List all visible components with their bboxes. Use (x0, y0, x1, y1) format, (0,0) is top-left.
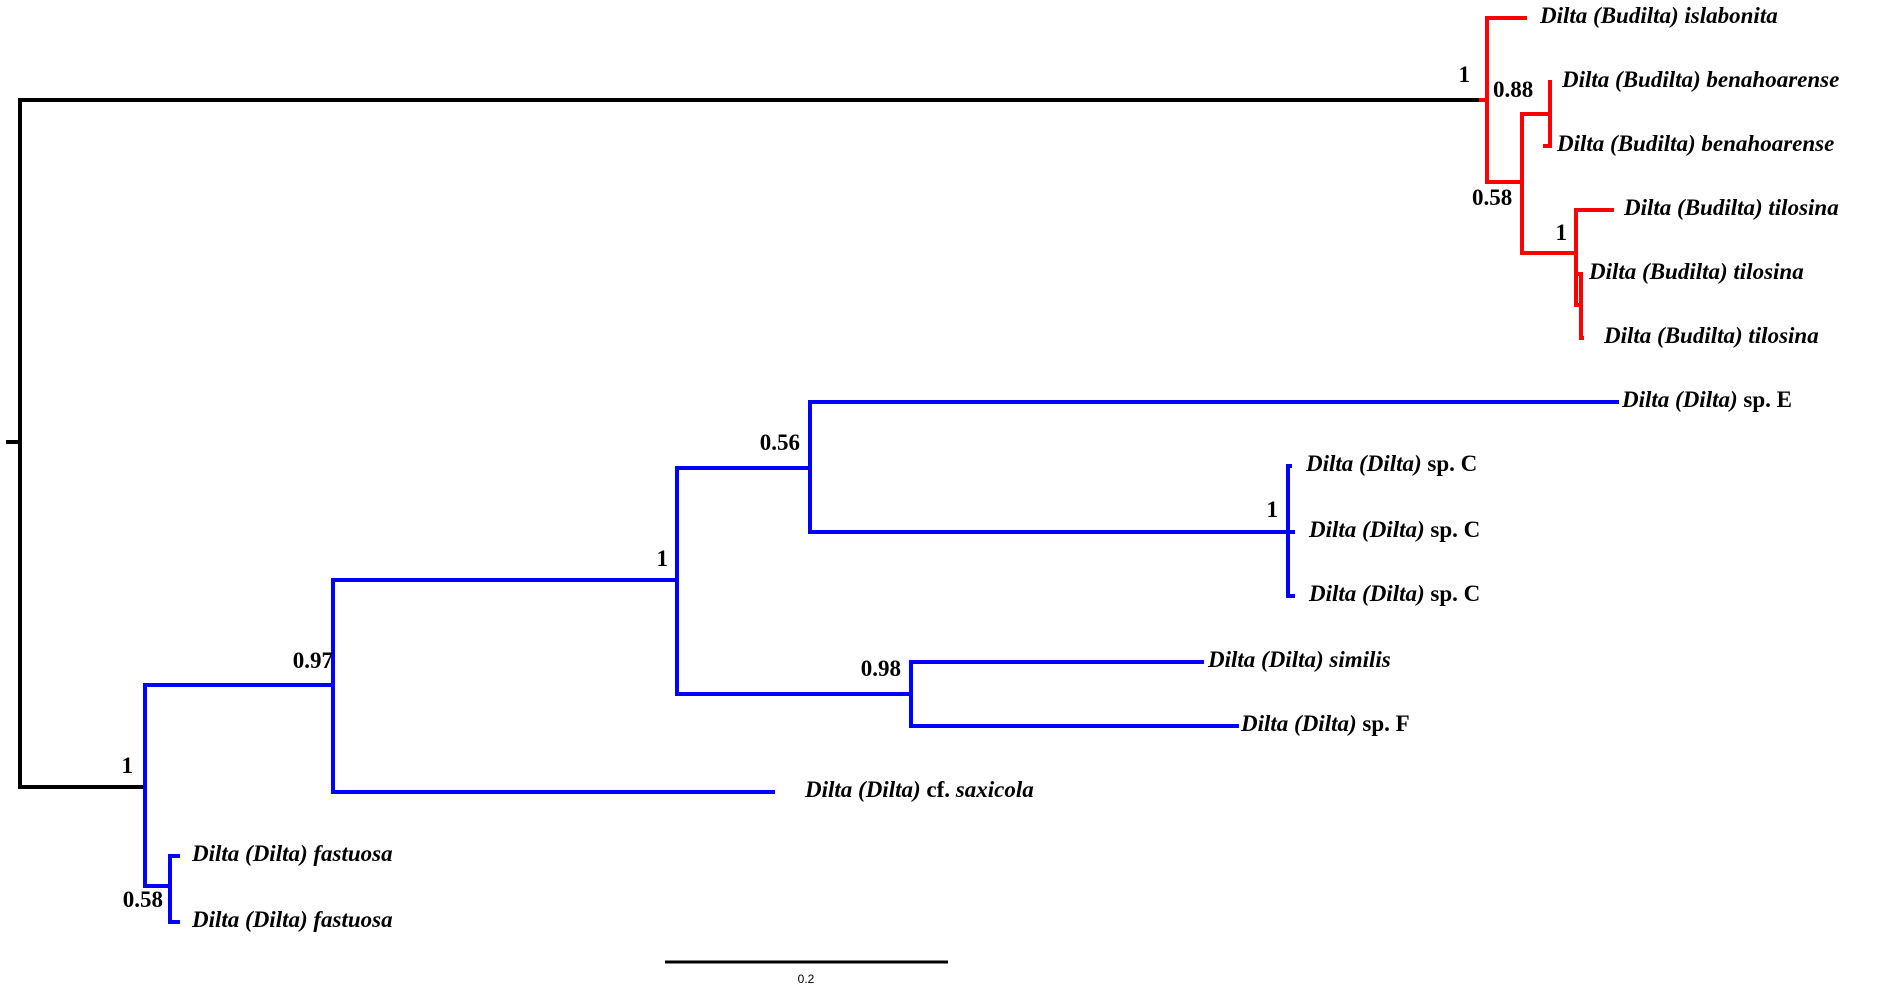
support-tilosina-clade: 1 (1556, 220, 1568, 245)
support-main-dilta: 0.97 (293, 648, 333, 673)
tip-label-t11: Dilta (Dilta) similis (1207, 647, 1391, 672)
tip-labels: Dilta (Budilta) islabonita Dilta (Budilta… (191, 3, 1839, 932)
scale-bar-label: 0.2 (798, 972, 815, 986)
tip-label-t13: Dilta (Dilta) cf. saxicola (804, 777, 1034, 802)
tip-label-t7: Dilta (Dilta) sp. E (1621, 387, 1792, 412)
tip-label-t9: Dilta (Dilta) sp. C (1308, 517, 1480, 542)
tip-label-t8: Dilta (Dilta) sp. C (1305, 451, 1477, 476)
tip-label-t12: Dilta (Dilta) sp. F (1240, 711, 1410, 736)
support-dilta-clade: 1 (122, 753, 134, 778)
support-values: 1 0.88 0.58 1 1 0.58 0.97 1 0.56 1 0.98 (122, 62, 1568, 912)
tip-label-t4: Dilta (Budilta) tilosina (1623, 195, 1839, 220)
support-similis-spF: 0.98 (861, 656, 901, 681)
support-spC-clade: 1 (1267, 497, 1279, 522)
tree-branches (6, 16, 1619, 924)
tip-label-t14: Dilta (Dilta) fastuosa (191, 841, 393, 866)
tip-label-t1: Dilta (Budilta) islabonita (1539, 3, 1778, 28)
tip-label-t6: Dilta (Budilta) tilosina (1603, 323, 1819, 348)
tip-label-t3: Dilta (Budilta) benahoarense (1556, 131, 1834, 156)
support-benahoarense-pair: 0.88 (1493, 77, 1533, 102)
support-spE-spC: 0.56 (760, 430, 800, 455)
tip-label-t2: Dilta (Budilta) benahoarense (1561, 67, 1839, 92)
support-benahoarense-tilosina: 0.58 (1472, 185, 1512, 210)
tip-label-t15: Dilta (Dilta) fastuosa (191, 907, 393, 932)
tip-label-t10: Dilta (Dilta) sp. C (1308, 581, 1480, 606)
support-budilta-clade: 1 (1459, 62, 1471, 87)
scale-bar: 0.2 (665, 960, 948, 986)
support-spE-spC-similis: 1 (657, 546, 669, 571)
tip-label-t5: Dilta (Budilta) tilosina (1588, 259, 1804, 284)
support-fastuosa-pair: 0.58 (123, 887, 163, 912)
